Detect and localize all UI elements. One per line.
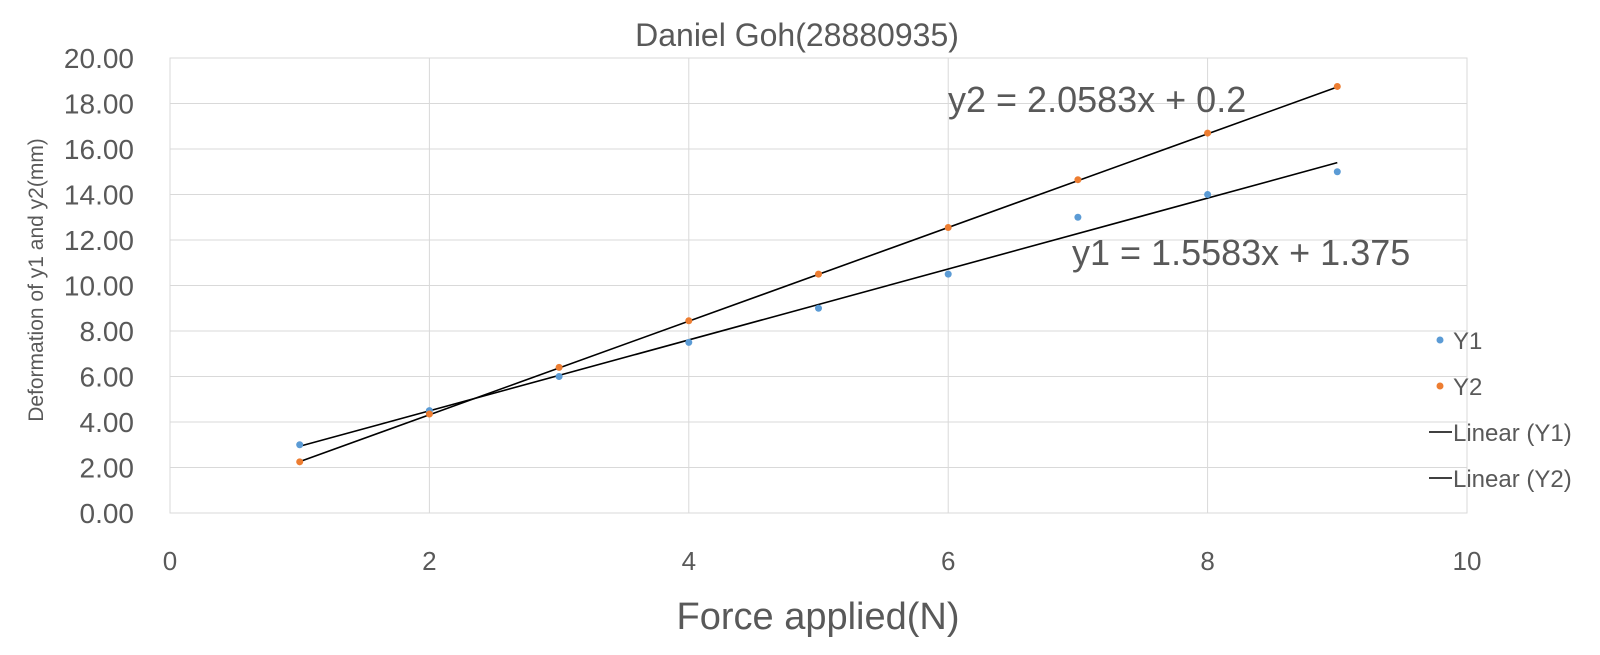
data-point-y2 [296, 458, 304, 466]
y-axis-label: Deformation of y1 and y2(mm) [25, 138, 48, 422]
legend: Y1 Y2 Linear (Y1) Linear (Y2) [1429, 328, 1572, 493]
data-points [296, 82, 1341, 466]
data-point-y2 [1204, 129, 1212, 137]
gridlines [169, 57, 1468, 514]
y-tick-label: 2.00 [80, 453, 135, 484]
data-point-y1 [685, 338, 693, 346]
y-tick-label: 0.00 [80, 498, 135, 529]
y-tick-label: 16.00 [64, 134, 134, 165]
data-point-y2 [815, 270, 822, 278]
y-axis-ticks: 0.00 2.00 4.00 6.00 8.00 10.00 12.00 14.00 16.00… [64, 43, 134, 529]
x-tick-label: 6 [941, 546, 955, 576]
legend-label-y1: Y1 [1453, 328, 1482, 355]
y-tick-label: 14.00 [64, 180, 134, 211]
x-axis-ticks: 0 2 4 6 8 10 [163, 546, 1482, 576]
y-tick-label: 12.00 [64, 225, 134, 256]
plot-area-border [169, 57, 1468, 514]
legend-label-linear-y2: Linear (Y2) [1453, 466, 1572, 493]
data-point-y1 [1074, 213, 1082, 221]
x-tick-label: 0 [163, 546, 177, 576]
trendline-equation-y1: y1 = 1.5583x + 1.375 [1072, 232, 1410, 273]
data-point-y2 [555, 363, 563, 371]
y-tick-label: 10.00 [64, 271, 134, 302]
legend-marker-y2 [1436, 382, 1444, 390]
trendline-y1 [299, 161, 1338, 448]
data-point-y1 [1204, 191, 1212, 198]
data-point-y2 [685, 317, 693, 325]
data-point-y2 [1333, 82, 1341, 90]
data-point-y1 [944, 270, 952, 278]
x-tick-label: 10 [1453, 546, 1482, 576]
legend-marker-y1 [1436, 336, 1444, 344]
y-tick-label: 8.00 [80, 316, 135, 347]
trendline-equation-y2: y2 = 2.0583x + 0.2 [948, 79, 1246, 120]
legend-label-y2: Y2 [1453, 374, 1482, 401]
data-point-y1 [815, 304, 822, 312]
x-tick-label: 2 [422, 546, 436, 576]
y-tick-label: 18.00 [64, 89, 134, 120]
data-point-y2 [944, 223, 952, 231]
y-tick-label: 20.00 [64, 43, 134, 74]
y-tick-label: 4.00 [80, 407, 135, 438]
data-point-y1 [296, 441, 304, 449]
legend-label-linear-y1: Linear (Y1) [1453, 420, 1572, 447]
data-point-y1 [1333, 168, 1341, 176]
data-point-y2 [425, 410, 433, 418]
chart-title: Daniel Goh(28880935) [635, 17, 959, 53]
x-axis-label: Force applied(N) [677, 596, 960, 638]
y-tick-label: 6.00 [80, 362, 135, 393]
data-point-y2 [1074, 176, 1082, 184]
data-point-y1 [555, 373, 563, 380]
x-tick-label: 8 [1200, 546, 1214, 576]
x-tick-label: 4 [682, 546, 696, 576]
